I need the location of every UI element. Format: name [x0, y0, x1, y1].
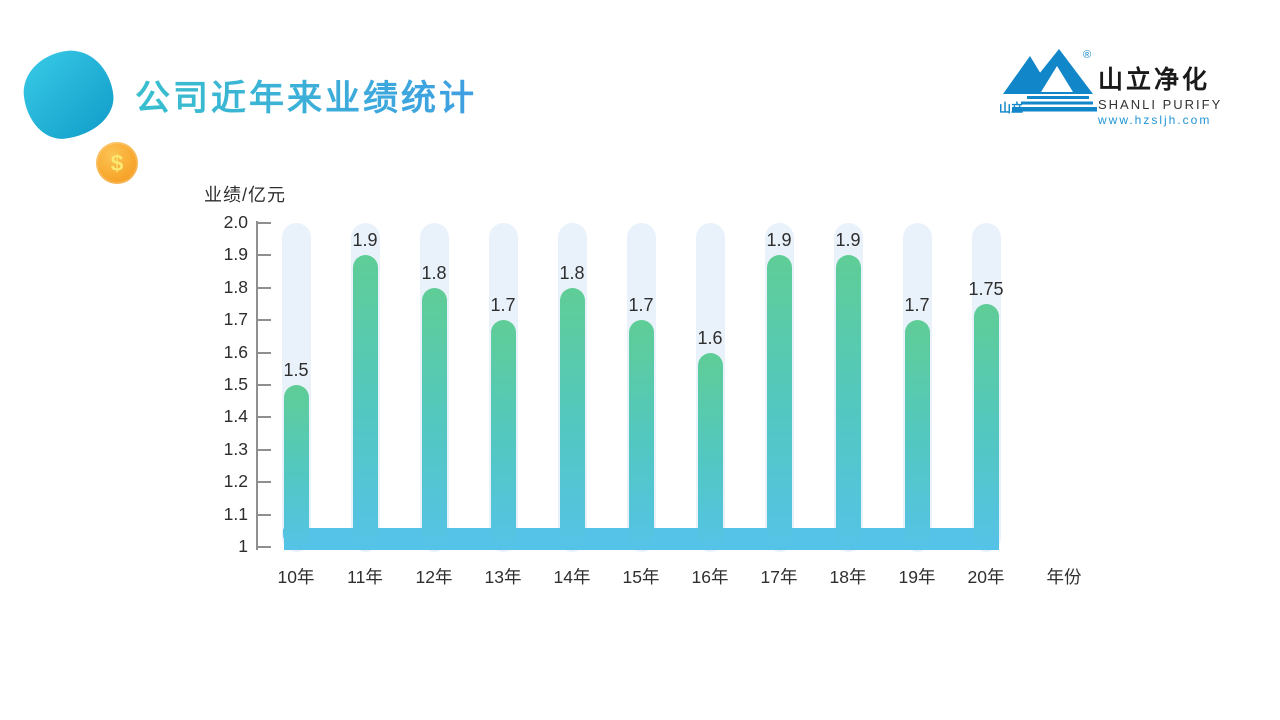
y-tick-label: 1.2 — [223, 471, 248, 492]
mountain-logo-icon: 山立 ® — [999, 49, 1097, 115]
y-tick-mark — [258, 448, 271, 451]
y-tick-mark — [258, 254, 271, 257]
logo-name-cn: 山立净化 — [1098, 66, 1211, 94]
y-tick-mark — [258, 416, 271, 419]
bar-value-label: 1.8 — [421, 262, 447, 283]
value-bar — [973, 304, 999, 550]
bar-value-label: 1.9 — [835, 230, 861, 251]
x-tick-label: 13年 — [484, 567, 522, 587]
bar-value-label: 1.5 — [283, 360, 309, 380]
x-tick-label: 18年 — [829, 567, 867, 587]
x-tick-label: 17年 — [760, 567, 798, 587]
logo-text-block: 山立净化 SHANLI PURIFY www.hzsljh.com — [1098, 60, 1226, 127]
slide-title: 公司近年来业绩统计 — [135, 70, 477, 121]
y-tick-mark — [258, 481, 271, 484]
value-bar — [766, 255, 792, 550]
y-tick-mark — [258, 384, 271, 386]
dollar-symbol: $ — [110, 149, 124, 176]
company-logo: 山立 ® 山立净化 SHANLI PURIFY www.hzsljh.com — [995, 44, 1225, 127]
y-tick-label: 1.4 — [223, 406, 248, 427]
x-tick-label: 20年 — [967, 567, 1005, 587]
y-tick-label: 1.6 — [223, 341, 248, 362]
value-bar — [352, 255, 378, 550]
y-tick-label: 1.7 — [223, 309, 248, 330]
value-bar — [421, 287, 447, 550]
x-tick-label: 11年 — [347, 567, 383, 587]
x-axis-title: 年份 — [1046, 567, 1082, 587]
x-tick-label: 15年 — [622, 567, 660, 587]
y-tick-label: 1.3 — [223, 438, 248, 459]
bar-value-label: 1.9 — [352, 230, 378, 251]
logo-mark-text: 山立 — [999, 100, 1023, 115]
value-bar — [697, 352, 723, 550]
x-tick-label: 14年 — [553, 567, 591, 587]
y-tick-label: 1.5 — [223, 374, 248, 394]
logo-name-en: SHANLI PURIFY — [1098, 97, 1223, 112]
bar-value-label: 1.7 — [490, 295, 516, 316]
bar-value-label: 1.9 — [766, 230, 792, 251]
logo-website: www.hzsljh.com — [1098, 113, 1212, 127]
y-tick-mark — [258, 351, 271, 354]
value-bar — [490, 320, 516, 550]
y-tick-label: 2.0 — [223, 212, 248, 232]
registered-trademark-icon: ® — [1083, 49, 1091, 61]
bar-value-label: 1.7 — [628, 295, 654, 316]
value-bar — [904, 320, 930, 550]
x-tick-label: 19年 — [898, 567, 936, 587]
value-bar — [628, 320, 654, 550]
bar-value-label: 1.75 — [968, 279, 1004, 299]
y-tick-mark — [258, 222, 271, 224]
y-tick-label: 1 — [238, 536, 248, 556]
value-bar — [835, 255, 861, 550]
y-axis-title: 业绩/亿元 — [204, 185, 287, 205]
y-tick-mark — [258, 513, 271, 516]
y-tick-mark — [258, 286, 271, 289]
x-tick-label: 10年 — [277, 567, 315, 587]
dollar-coin-icon: $ — [96, 142, 138, 184]
y-tick-label: 1.8 — [223, 276, 248, 297]
y-tick-mark — [258, 546, 271, 548]
x-tick-label: 16年 — [691, 567, 729, 587]
bar-value-label: 1.6 — [697, 327, 723, 348]
value-bar — [559, 287, 585, 550]
x-tick-label: 12年 — [415, 567, 453, 587]
bar-value-label: 1.7 — [904, 295, 930, 316]
y-axis-line — [256, 221, 258, 550]
y-tick-label: 1.1 — [223, 503, 248, 524]
value-bar — [283, 385, 309, 550]
bar-value-label: 1.8 — [559, 262, 585, 283]
y-tick-mark — [258, 319, 271, 322]
y-tick-label: 1.9 — [223, 244, 248, 265]
